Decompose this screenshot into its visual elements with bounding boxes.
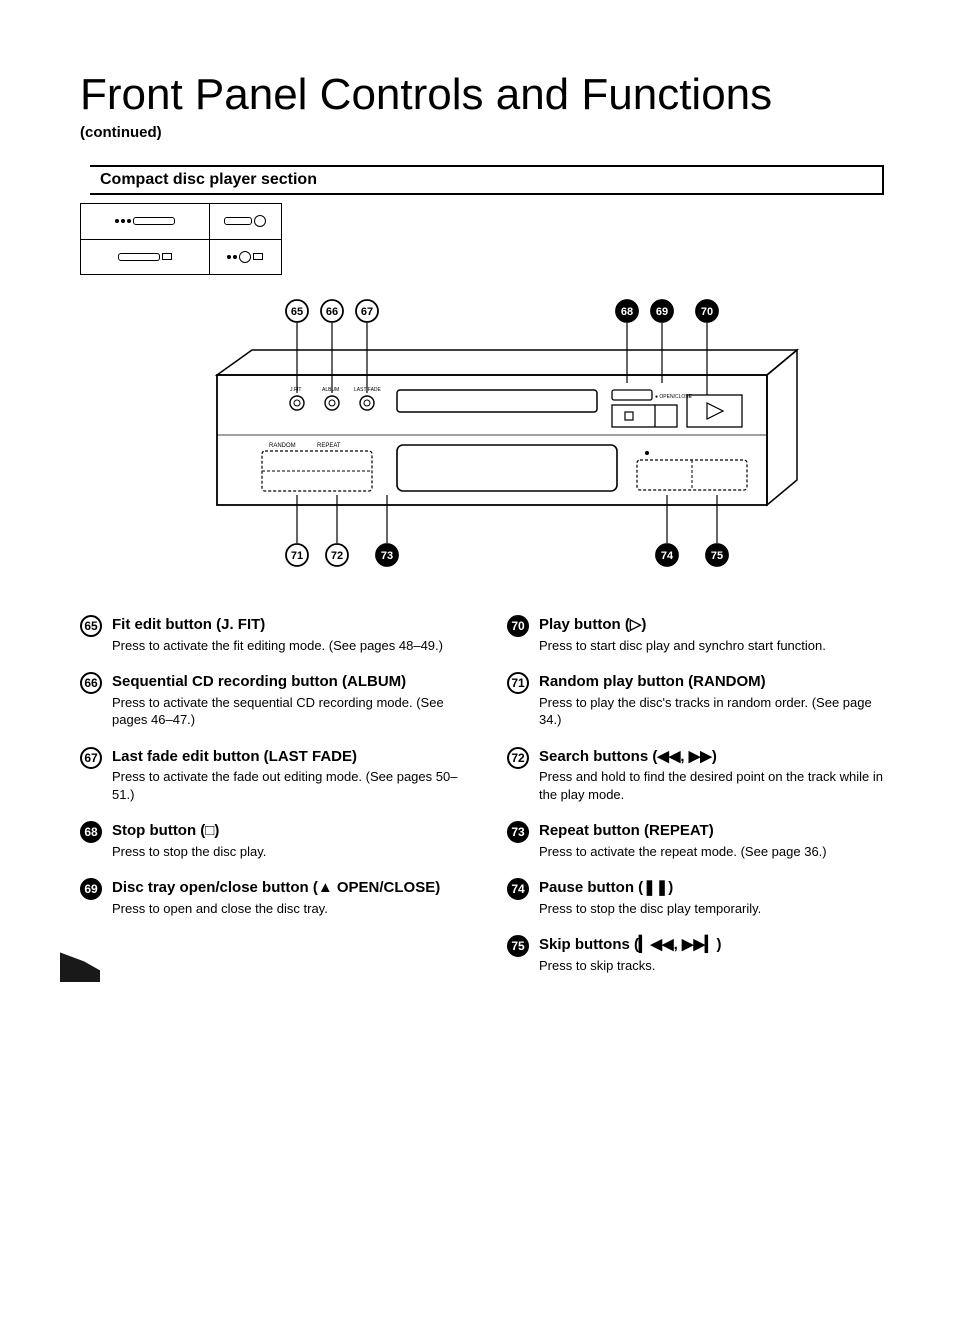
svg-text:69: 69 <box>656 306 668 318</box>
svg-text:70: 70 <box>701 306 713 318</box>
control-number-badge: 69 <box>80 878 102 900</box>
control-title: Last fade edit button (LAST FADE) <box>112 747 467 767</box>
control-item: 73 Repeat button (REPEAT) Press to activat… <box>507 821 894 860</box>
control-item: 67 Last fade edit button (LAST FADE)Press… <box>80 747 467 804</box>
unit-thumbnail <box>80 203 282 275</box>
control-title: Disc tray open/close button (▲ OPEN/CLOS… <box>112 878 467 898</box>
svg-text:68: 68 <box>621 306 633 318</box>
control-title: Search buttons (◀◀, ▶▶) <box>539 747 894 767</box>
control-number-badge: 70 <box>507 615 529 637</box>
control-title: Pause button (❚❚) <box>539 878 894 898</box>
control-number-badge: 74 <box>507 878 529 900</box>
control-title: Play button (▷) <box>539 615 894 635</box>
continued-label: (continued) <box>80 124 894 141</box>
svg-text:J.FIT: J.FIT <box>290 387 301 393</box>
svg-text:REPEAT: REPEAT <box>317 443 341 449</box>
control-item: 74 Pause button (❚❚) Press to stop the dis… <box>507 878 894 917</box>
control-number-badge: 72 <box>507 747 529 769</box>
control-title: Fit edit button (J. FIT) <box>112 615 467 635</box>
control-description: Press to stop the disc play. <box>112 843 467 861</box>
control-item: 72 Search buttons (◀◀, ▶▶)Press and hold … <box>507 747 894 804</box>
control-number-badge: 68 <box>80 821 102 843</box>
control-description: Press to activate the fit editing mode. … <box>112 637 467 655</box>
control-description: Press to activate the repeat mode. (See … <box>539 843 894 861</box>
control-title: Sequential CD recording button (ALBUM) <box>112 672 467 692</box>
control-item: 75 Skip buttons (▎◀◀, ▶▶▎) Press to skip t… <box>507 935 894 974</box>
control-title: Repeat button (REPEAT) <box>539 821 894 841</box>
control-description: Press to activate the fade out editing m… <box>112 768 467 803</box>
svg-text:66: 66 <box>326 306 338 318</box>
svg-text:RANDOM: RANDOM <box>269 443 296 449</box>
control-description: Press to start disc play and synchro sta… <box>539 637 894 655</box>
control-number-badge: 66 <box>80 672 102 694</box>
control-item: 71 Random play button (RANDOM)Press to pl… <box>507 672 894 729</box>
control-description: Press to open and close the disc tray. <box>112 900 467 918</box>
control-title: Stop button (□) <box>112 821 467 841</box>
page-title: Front Panel Controls and Functions <box>80 70 894 120</box>
control-title: Random play button (RANDOM) <box>539 672 894 692</box>
control-number-badge: 67 <box>80 747 102 769</box>
control-description: Press and hold to find the desired point… <box>539 768 894 803</box>
control-item: 70 Play button (▷) Press to start disc pla… <box>507 615 894 654</box>
control-item: 68 Stop button (□) Press to stop the disc … <box>80 821 467 860</box>
section-heading: Compact disc player section <box>90 165 884 195</box>
front-panel-diagram: 65 66 67 68 69 70 J.FIT ALBUM LAST FADE <box>80 295 894 575</box>
svg-text:ALBUM: ALBUM <box>322 387 339 393</box>
control-item: 65 Fit edit button (J. FIT) Press to activ… <box>80 615 467 654</box>
svg-text:67: 67 <box>361 306 373 318</box>
control-number-badge: 75 <box>507 935 529 957</box>
description-column-left: 65 Fit edit button (J. FIT) Press to activ… <box>80 615 467 992</box>
svg-text:74: 74 <box>661 550 674 562</box>
control-description: Press to stop the disc play temporarily. <box>539 900 894 918</box>
description-column-right: 70 Play button (▷) Press to start disc pla… <box>507 615 894 992</box>
control-number-badge: 73 <box>507 821 529 843</box>
control-number-badge: 71 <box>507 672 529 694</box>
svg-text:65: 65 <box>291 306 303 318</box>
svg-text:LAST FADE: LAST FADE <box>354 387 382 393</box>
svg-text:75: 75 <box>711 550 723 562</box>
control-description: Press to skip tracks. <box>539 957 894 975</box>
control-item: 66 Sequential CD recording button (ALBUM)… <box>80 672 467 729</box>
svg-text:72: 72 <box>331 550 343 562</box>
svg-text:73: 73 <box>381 550 393 562</box>
control-item: 69 Disc tray open/close button (▲ OPEN/CL… <box>80 878 467 917</box>
control-title: Skip buttons (▎◀◀, ▶▶▎) <box>539 935 894 955</box>
svg-text:71: 71 <box>291 550 303 562</box>
control-description: Press to activate the sequential CD reco… <box>112 694 467 729</box>
control-description: Press to play the disc's tracks in rando… <box>539 694 894 729</box>
control-number-badge: 65 <box>80 615 102 637</box>
